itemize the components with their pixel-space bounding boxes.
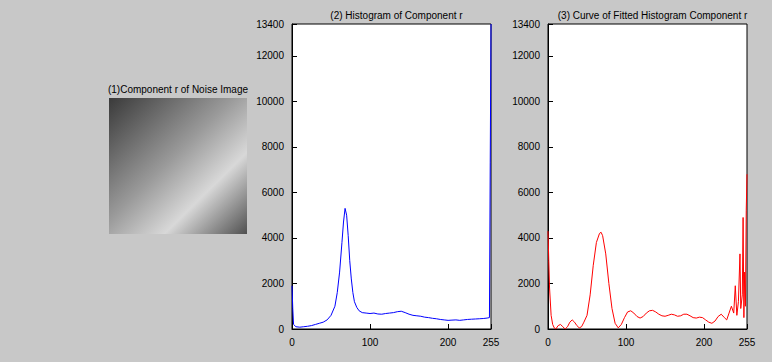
svg-text:0: 0 [289,337,295,348]
svg-text:2000: 2000 [518,278,541,289]
svg-text:6000: 6000 [262,187,285,198]
svg-text:12000: 12000 [256,50,284,61]
svg-text:4000: 4000 [262,232,285,243]
svg-text:8000: 8000 [518,141,541,152]
svg-text:10000: 10000 [512,96,540,107]
svg-text:100: 100 [362,337,379,348]
svg-text:0: 0 [545,337,551,348]
svg-text:(3) Curve of Fitted Histogram: (3) Curve of Fitted Histogram Component … [558,10,748,21]
svg-text:200: 200 [440,337,457,348]
svg-text:200: 200 [696,337,713,348]
svg-text:13400: 13400 [256,19,284,30]
svg-text:13400: 13400 [512,19,540,30]
svg-text:2000: 2000 [262,278,285,289]
svg-text:8000: 8000 [262,141,285,152]
svg-text:255: 255 [739,337,756,348]
svg-text:6000: 6000 [518,187,541,198]
svg-text:100: 100 [618,337,635,348]
svg-text:0: 0 [278,324,284,335]
svg-text:(2) Histogram of Component r: (2) Histogram of Component r [330,10,463,21]
svg-text:255: 255 [483,337,500,348]
svg-text:4000: 4000 [518,232,541,243]
svg-text:0: 0 [534,324,540,335]
svg-text:12000: 12000 [512,50,540,61]
svg-text:(1)Component r of Noise Image: (1)Component r of Noise Image [108,84,249,95]
svg-text:10000: 10000 [256,96,284,107]
